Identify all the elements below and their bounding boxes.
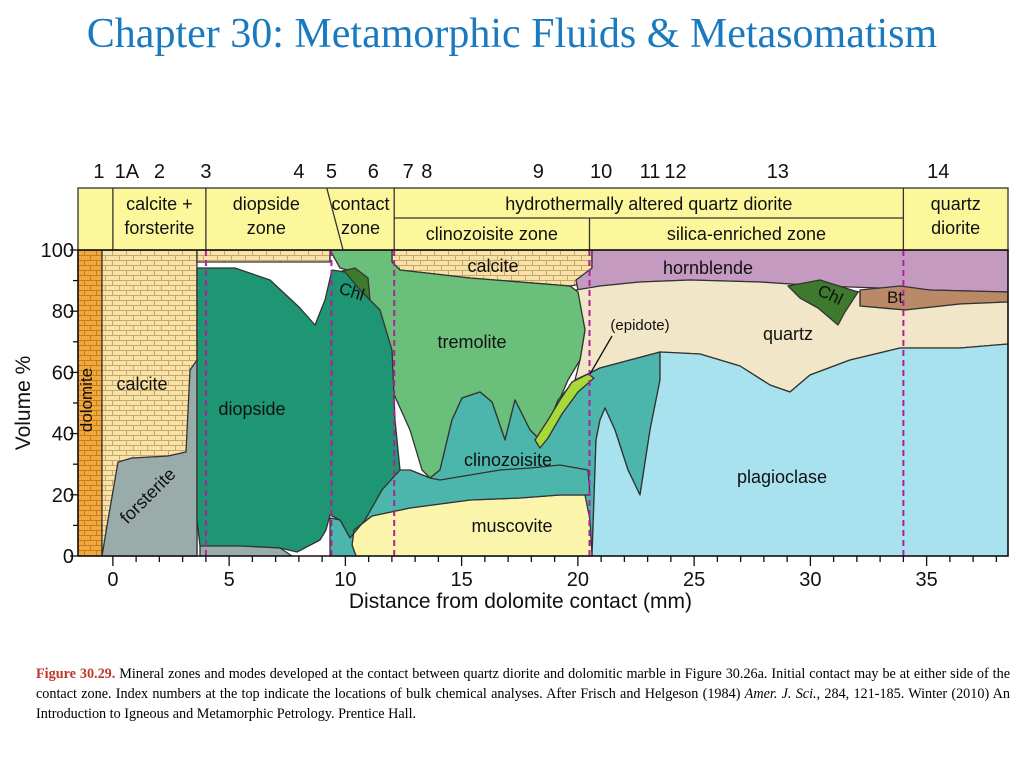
zone-label-top: hydrothermally altered quartz diorite bbox=[505, 194, 792, 214]
mineral-label-diopside: diopside bbox=[218, 399, 285, 419]
zone-label: clinozoisite zone bbox=[426, 224, 558, 244]
mineral-label-calcite: calcite bbox=[467, 256, 518, 276]
slide-title: Chapter 30: Metamorphic Fluids & Metasom… bbox=[86, 11, 938, 57]
mineral-label-calcite: calcite bbox=[116, 374, 167, 394]
clinozoisite-lower-band bbox=[329, 464, 591, 557]
zone-label: silica-enriched zone bbox=[667, 224, 826, 244]
index-label: 3 bbox=[200, 161, 211, 183]
y-tick-label: 80 bbox=[52, 301, 74, 323]
x-tick-label: 5 bbox=[224, 569, 235, 591]
x-tick-label: 10 bbox=[334, 569, 356, 591]
x-tick-label: 35 bbox=[916, 569, 938, 591]
index-label: 12 bbox=[664, 161, 686, 183]
index-label: 14 bbox=[927, 161, 949, 183]
y-tick-label: 60 bbox=[52, 362, 74, 384]
zone-label: contact zone bbox=[331, 194, 389, 238]
index-label: 8 bbox=[421, 161, 432, 183]
index-label: 7 bbox=[403, 161, 414, 183]
x-tick-label: 30 bbox=[799, 569, 821, 591]
zone-label: calcite + forsterite bbox=[124, 194, 194, 238]
overlays: hydrothermally altered quartz diorite cal… bbox=[77, 187, 1009, 556]
index-label: 13 bbox=[767, 161, 789, 183]
mineral-label-dolomite: dolomite bbox=[77, 368, 96, 432]
mineral-areas bbox=[77, 249, 1009, 557]
index-label: 9 bbox=[533, 161, 544, 183]
x-tick-label: 20 bbox=[567, 569, 589, 591]
y-tick-label: 20 bbox=[52, 485, 74, 507]
mineral-label-muscovite: muscovite bbox=[471, 516, 552, 536]
caption-journal: Amer. J. Sci. bbox=[744, 686, 817, 702]
zone-label: quartz diorite bbox=[931, 194, 981, 238]
x-axis-label: Distance from dolomite contact (mm) bbox=[349, 590, 692, 613]
index-label: 5 bbox=[326, 161, 337, 183]
mineral-label-tremolite: tremolite bbox=[437, 332, 506, 352]
caption-label: Figure 30.29. bbox=[36, 666, 116, 682]
y-axis-label: Volume % bbox=[12, 356, 35, 451]
index-label: 6 bbox=[368, 161, 379, 183]
x-tick-label: 25 bbox=[683, 569, 705, 591]
index-label: 1A bbox=[115, 161, 140, 183]
index-label: 2 bbox=[154, 161, 165, 183]
x-tick-label: 0 bbox=[107, 569, 118, 591]
mineral-label-plagioclase: plagioclase bbox=[737, 467, 827, 487]
zone-label: diopside zone bbox=[233, 194, 300, 238]
index-label: 10 bbox=[590, 161, 612, 183]
epidote-leader-line bbox=[589, 335, 613, 375]
y-tick-label: 0 bbox=[63, 546, 74, 568]
index-label: 11 bbox=[640, 161, 661, 183]
epidote-area bbox=[534, 373, 595, 449]
index-label: 1 bbox=[93, 161, 104, 183]
figure-caption: Figure 30.29. Mineral zones and modes de… bbox=[36, 664, 1010, 724]
zone-band bbox=[77, 187, 1009, 251]
forsterite-bottom-strip bbox=[199, 545, 293, 557]
y-tick-label: 100 bbox=[41, 240, 74, 262]
mineral-label-hornblende: hornblende bbox=[663, 258, 753, 278]
x-tick-label: 15 bbox=[451, 569, 473, 591]
index-label: 4 bbox=[293, 161, 304, 183]
mineral-label-clinozoisite: clinozoisite bbox=[464, 450, 552, 470]
mineral-label-quartz: quartz bbox=[763, 324, 813, 344]
mineral-label-epidote: (epidote) bbox=[610, 317, 669, 334]
chlorite-area-right bbox=[787, 279, 859, 326]
caption-text-2: , 284, 121-185. Winter (2010) An Introdu… bbox=[36, 686, 1010, 722]
zone-separator-slanted bbox=[326, 187, 344, 251]
mineral-label-bt: Bt bbox=[887, 288, 903, 307]
y-tick-label: 40 bbox=[52, 424, 74, 446]
caption-text-1: Mineral zones and modes developed at the… bbox=[36, 666, 1010, 702]
